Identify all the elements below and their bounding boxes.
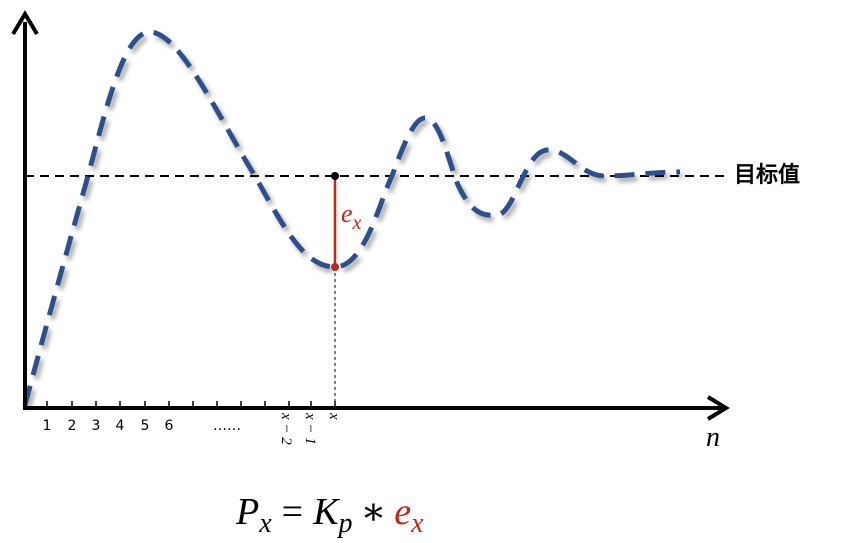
x-arrow [706, 395, 730, 421]
tick-label: 6 [165, 418, 174, 434]
formula-part: e [394, 491, 411, 533]
formula-part: K [312, 491, 340, 533]
tick-label: 4 [116, 418, 125, 434]
tick-label: …… [213, 418, 241, 434]
tick-label: x − 1 [302, 412, 318, 445]
axis-label: n [706, 422, 720, 453]
response-curve [22, 29, 681, 406]
tick-label: x − 2 [278, 412, 294, 445]
formula: Px = Kp ∗ ex [235, 491, 424, 539]
tick-label: 3 [92, 418, 101, 434]
target-point [331, 172, 339, 180]
error-sub: x [352, 212, 362, 234]
y-arrow [11, 10, 39, 36]
tick-label: 2 [68, 418, 77, 434]
error-base: e [341, 199, 353, 228]
formula-part: x [410, 508, 424, 539]
formula-part: ∗ [360, 491, 386, 533]
tick-label: 1 [43, 418, 52, 434]
tick-label: 5 [141, 418, 150, 434]
formula-part: P [235, 491, 259, 533]
ticks: 1 2 3 4 5 6 …… x − 2 x − 1 x [43, 401, 342, 445]
formula-part: = [282, 491, 303, 533]
error-label: ex [341, 199, 362, 234]
tick-label: x [326, 412, 342, 420]
formula-part: p [336, 508, 352, 539]
actual-point [331, 263, 339, 271]
target-label: 目标值 [734, 162, 800, 188]
formula-part: x [258, 508, 272, 539]
